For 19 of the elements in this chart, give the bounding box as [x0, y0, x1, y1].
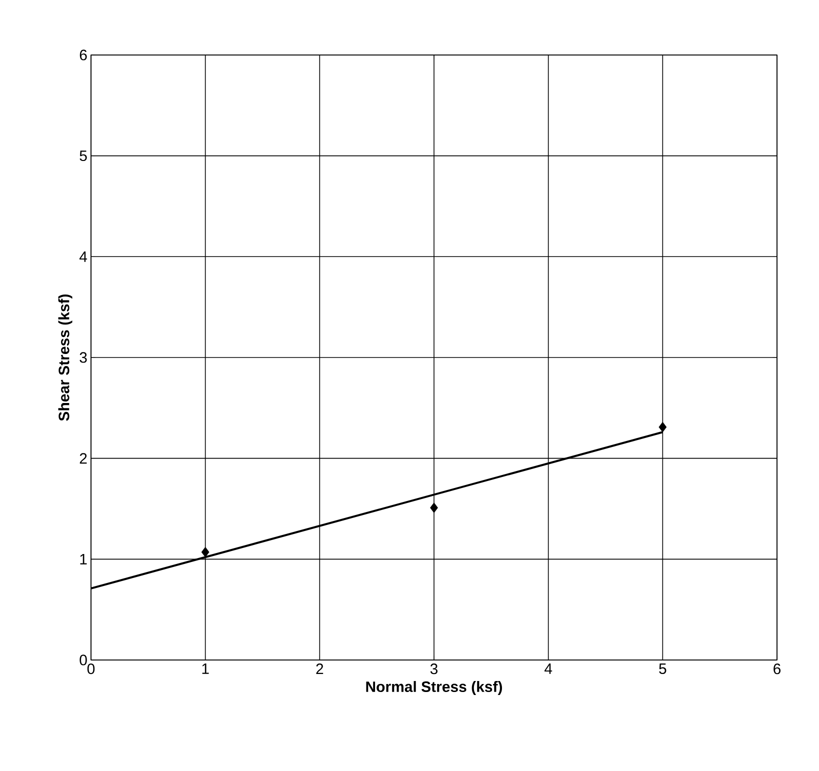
y-tick-label: 6 — [80, 50, 87, 60]
x-tick-label: 0 — [87, 664, 95, 674]
y-tick-label: 2 — [80, 453, 87, 464]
x-tick-label: 1 — [202, 664, 209, 674]
point — [201, 546, 210, 558]
x-tick-label: 5 — [659, 664, 666, 674]
point — [658, 422, 667, 432]
x-tick-label: 2 — [316, 664, 324, 674]
x-tick-label: 3 — [430, 664, 438, 674]
y-axis-title: Shear Stress (ksf) — [58, 294, 72, 421]
y-tick-label: 3 — [80, 352, 87, 363]
x-axis-title: Normal Stress (ksf) — [366, 681, 502, 695]
point — [430, 502, 438, 513]
x-tick-label: 4 — [544, 664, 552, 674]
y-tick-label: 0 — [80, 654, 87, 666]
y-tick-label: 5 — [80, 150, 87, 162]
y-tick-label: 4 — [79, 252, 88, 262]
y-tick-label: 1 — [80, 554, 87, 564]
x-tick-label: 6 — [774, 664, 781, 674]
